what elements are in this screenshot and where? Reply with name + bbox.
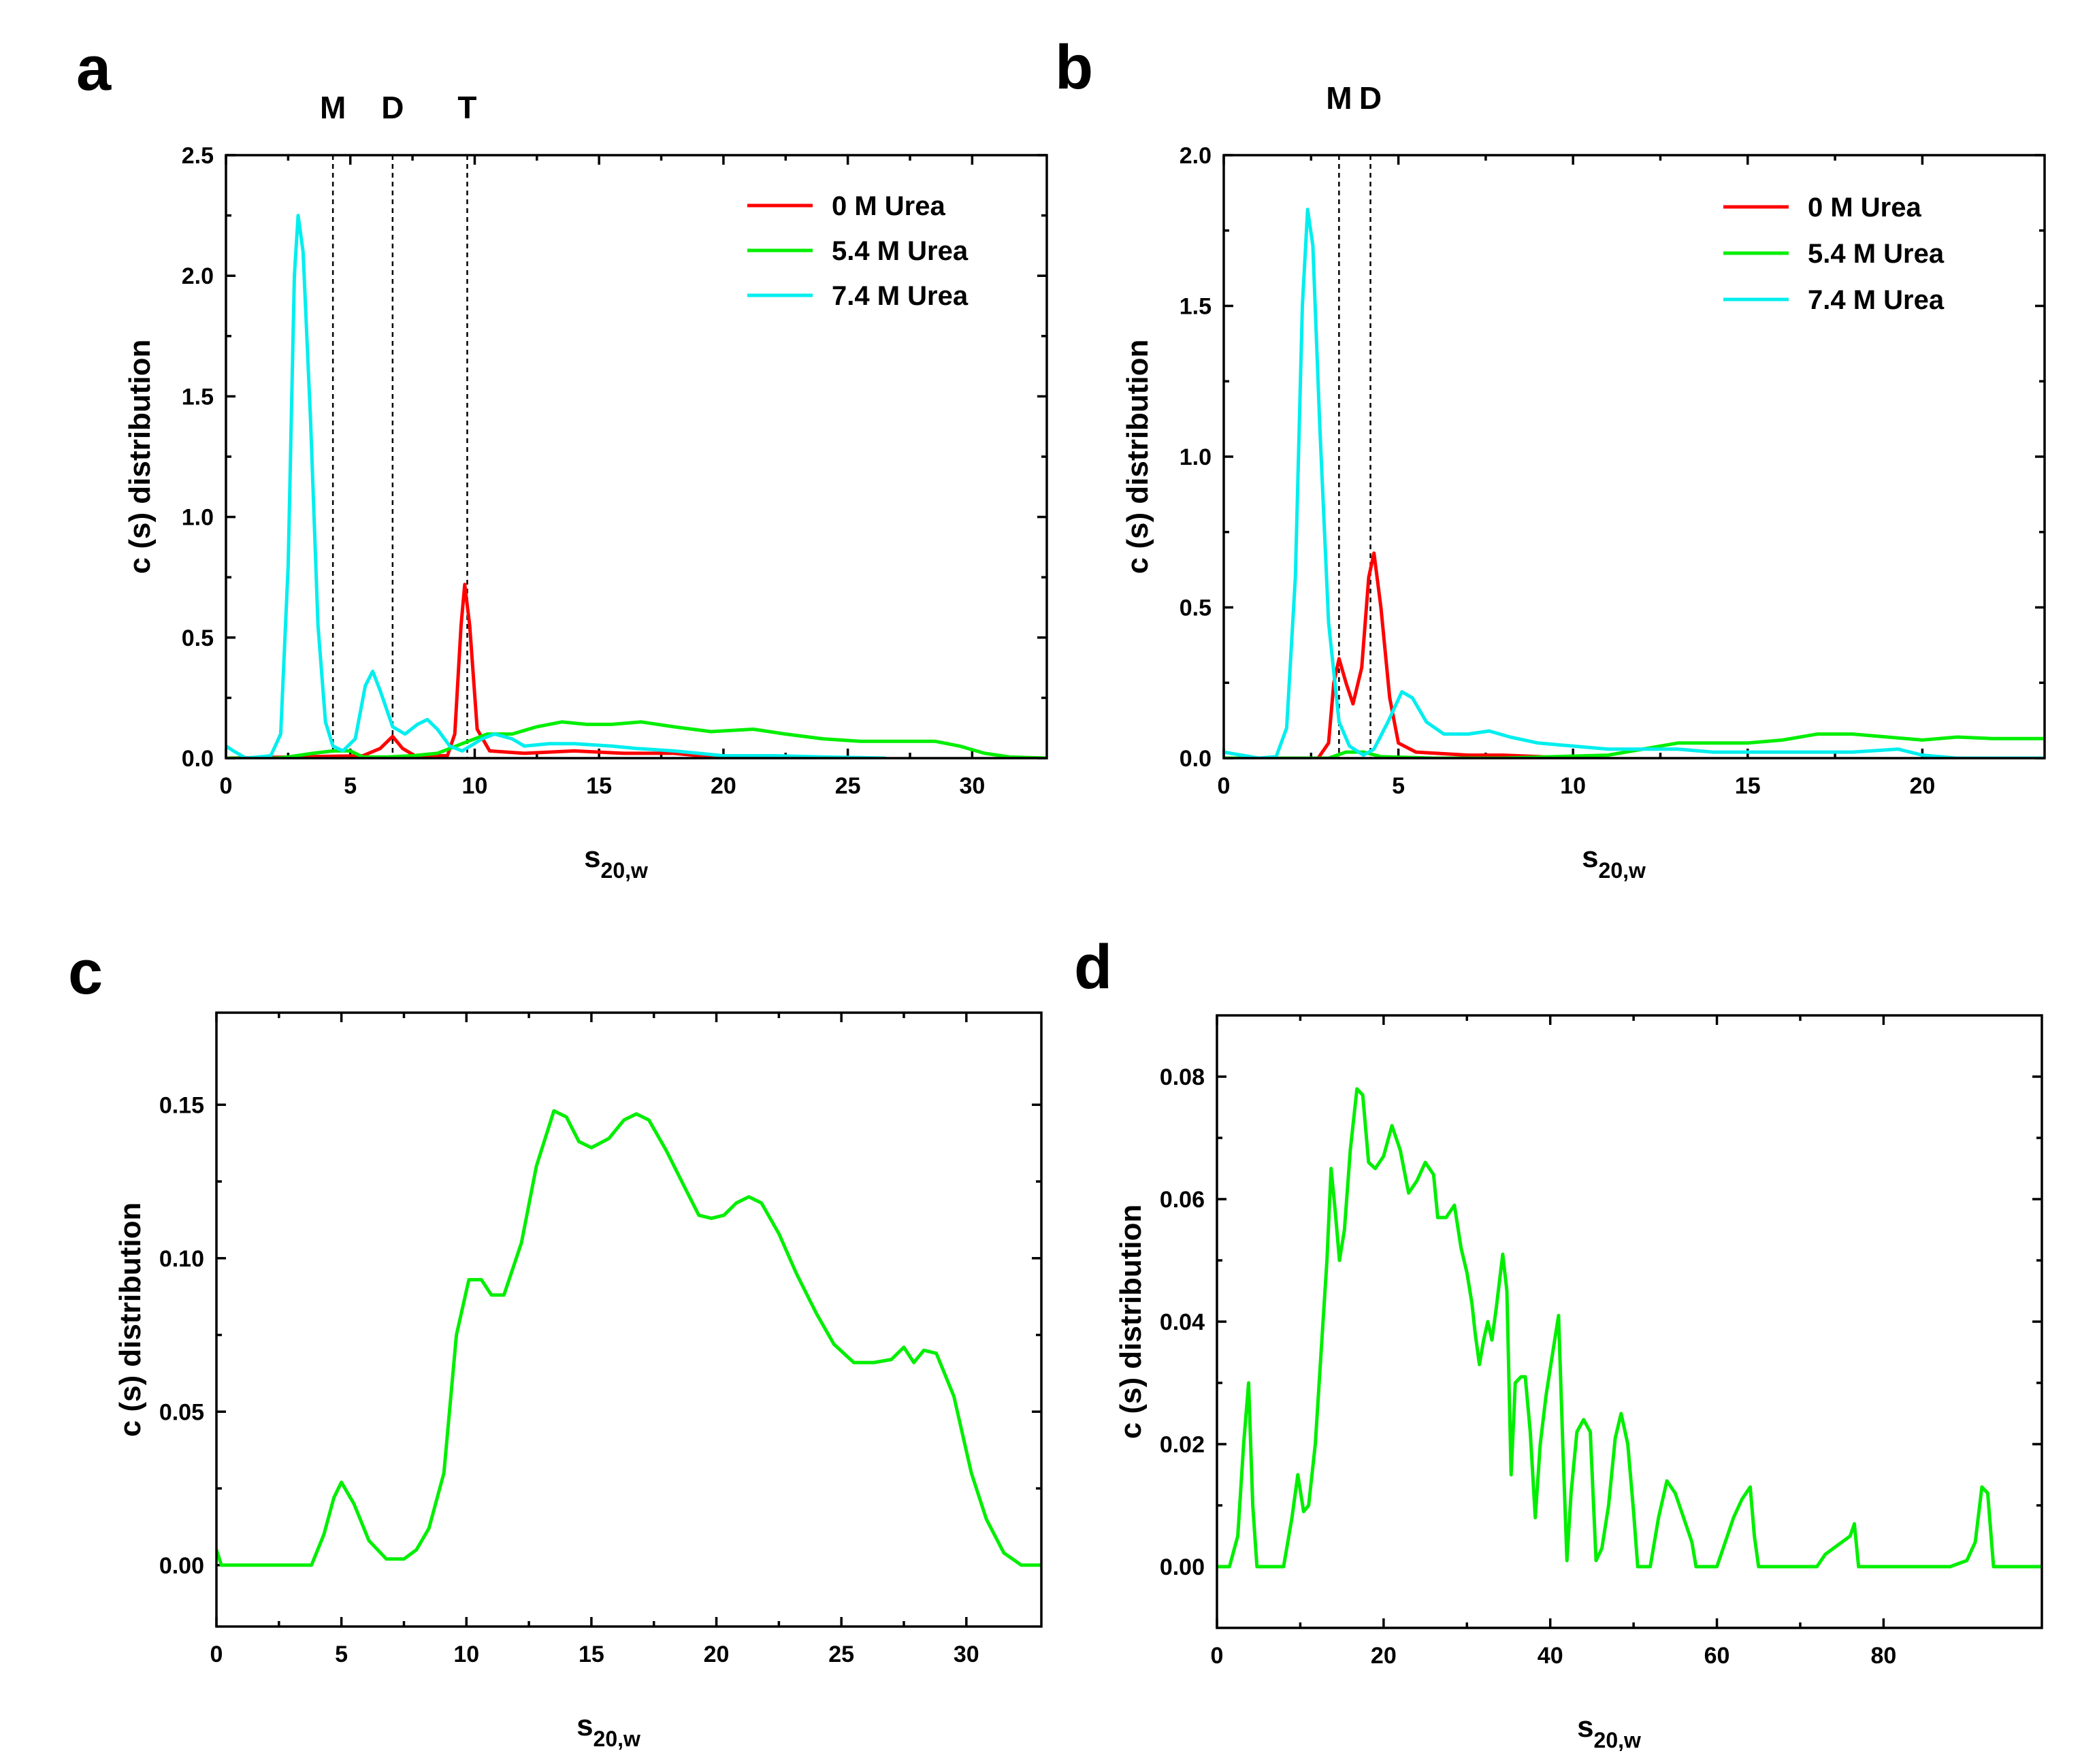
x-axis-subscript: 20,w — [594, 1727, 640, 1751]
x-tick-label: 5 — [1392, 773, 1405, 799]
plot-frame — [1216, 1014, 2043, 1629]
x-tick-label: 0 — [220, 773, 233, 799]
y-tick-label: 0.04 — [1160, 1309, 1205, 1335]
marker-label-T: T — [457, 90, 476, 125]
x-tick-label: 20 — [1909, 773, 1935, 799]
y-axis-title: c (s) distribution — [123, 340, 157, 574]
marker-label-D: D — [381, 90, 404, 125]
panel-letter: d — [1074, 932, 1112, 1002]
series-line-1 — [226, 720, 1047, 758]
marker-label-D: D — [1359, 80, 1382, 116]
panel-letter: a — [76, 34, 112, 103]
y-axis-title: c (s) distribution — [1114, 1205, 1148, 1439]
y-tick-label: 0.10 — [159, 1246, 204, 1272]
legend-label: 5.4 M Urea — [1808, 239, 1945, 269]
y-tick-label: 2.0 — [1180, 143, 1212, 169]
y-axis-title: c (s) distribution — [1121, 340, 1154, 574]
y-tick-label: 1.0 — [1180, 444, 1212, 470]
y-tick-label: 0.02 — [1160, 1432, 1205, 1458]
x-tick-label: 10 — [453, 1642, 479, 1667]
marker-label-M: M — [1326, 80, 1352, 116]
legend-label: 0 M Urea — [832, 191, 945, 221]
plot-frame — [225, 154, 1048, 760]
x-tick-label: 25 — [828, 1642, 854, 1667]
y-tick-label: 0.00 — [159, 1553, 204, 1579]
x-tick-label: 15 — [586, 773, 612, 799]
y-tick-label: 0.15 — [159, 1092, 204, 1118]
x-tick-label: 10 — [462, 773, 488, 799]
y-tick-label: 0.5 — [182, 625, 214, 651]
y-tick-label: 2.5 — [182, 143, 214, 169]
x-axis-subscript: 20,w — [1599, 858, 1646, 883]
panel-letter: b — [1055, 33, 1093, 102]
legend-label: 7.4 M Urea — [832, 281, 969, 311]
y-tick-label: 1.5 — [1180, 294, 1212, 320]
x-tick-label: 20 — [1371, 1643, 1397, 1669]
x-tick-label: 30 — [954, 1642, 979, 1667]
x-tick-label: 15 — [1735, 773, 1761, 799]
series-line-0 — [1224, 551, 1575, 758]
x-tick-label: 5 — [344, 773, 357, 799]
plot-frame — [215, 1011, 1043, 1628]
y-tick-label: 0.06 — [1160, 1187, 1205, 1213]
y-tick-label: 0.05 — [159, 1399, 204, 1425]
y-tick-label: 0.0 — [182, 746, 214, 772]
x-tick-label: 5 — [335, 1642, 348, 1667]
x-tick-label: 0 — [1218, 773, 1231, 799]
series-line-2 — [1224, 208, 2045, 758]
chart-panel-a: a 0 5 10 15 20 25 30 0.0 0.5 1.0 1.5 2.0 2.5 M D T 0 M Ur… — [76, 34, 1048, 883]
x-tick-label: 20 — [711, 773, 736, 799]
x-tick-label: 10 — [1560, 773, 1586, 799]
y-tick-label: 0.00 — [1160, 1554, 1205, 1580]
y-tick-label: 0.0 — [1180, 746, 1212, 772]
x-axis-subscript: 20,w — [1594, 1728, 1641, 1752]
x-tick-label: 20 — [704, 1642, 730, 1667]
x-tick-label: 0 — [1211, 1643, 1224, 1669]
y-tick-label: 2.0 — [182, 263, 214, 289]
plot-frame — [1222, 154, 2046, 760]
panel-letter: c — [68, 938, 103, 1007]
marker-label-M: M — [320, 90, 346, 125]
y-tick-label: 1.0 — [182, 505, 214, 531]
legend-label: 7.4 M Urea — [1808, 285, 1945, 315]
y-tick-label: 1.5 — [182, 384, 214, 410]
x-tick-label: 40 — [1538, 1643, 1563, 1669]
legend-label: 5.4 M Urea — [832, 236, 969, 266]
x-tick-label: 80 — [1870, 1643, 1896, 1669]
x-tick-label: 25 — [835, 773, 861, 799]
y-axis-title: c (s) distribution — [114, 1203, 147, 1437]
x-axis-subscript: 20,w — [601, 858, 648, 883]
y-tick-label: 0.5 — [1180, 595, 1212, 621]
series-line-0 — [216, 1109, 1041, 1567]
series-line-0 — [1217, 1087, 2042, 1569]
x-tick-label: 15 — [579, 1642, 604, 1667]
legend-label: 0 M Urea — [1808, 193, 1921, 223]
series-line-2 — [226, 214, 887, 758]
y-tick-label: 0.08 — [1160, 1064, 1205, 1090]
x-tick-label: 30 — [959, 773, 985, 799]
x-tick-label: 60 — [1704, 1643, 1730, 1669]
series-line-0 — [226, 583, 775, 758]
x-tick-label: 0 — [210, 1642, 223, 1667]
